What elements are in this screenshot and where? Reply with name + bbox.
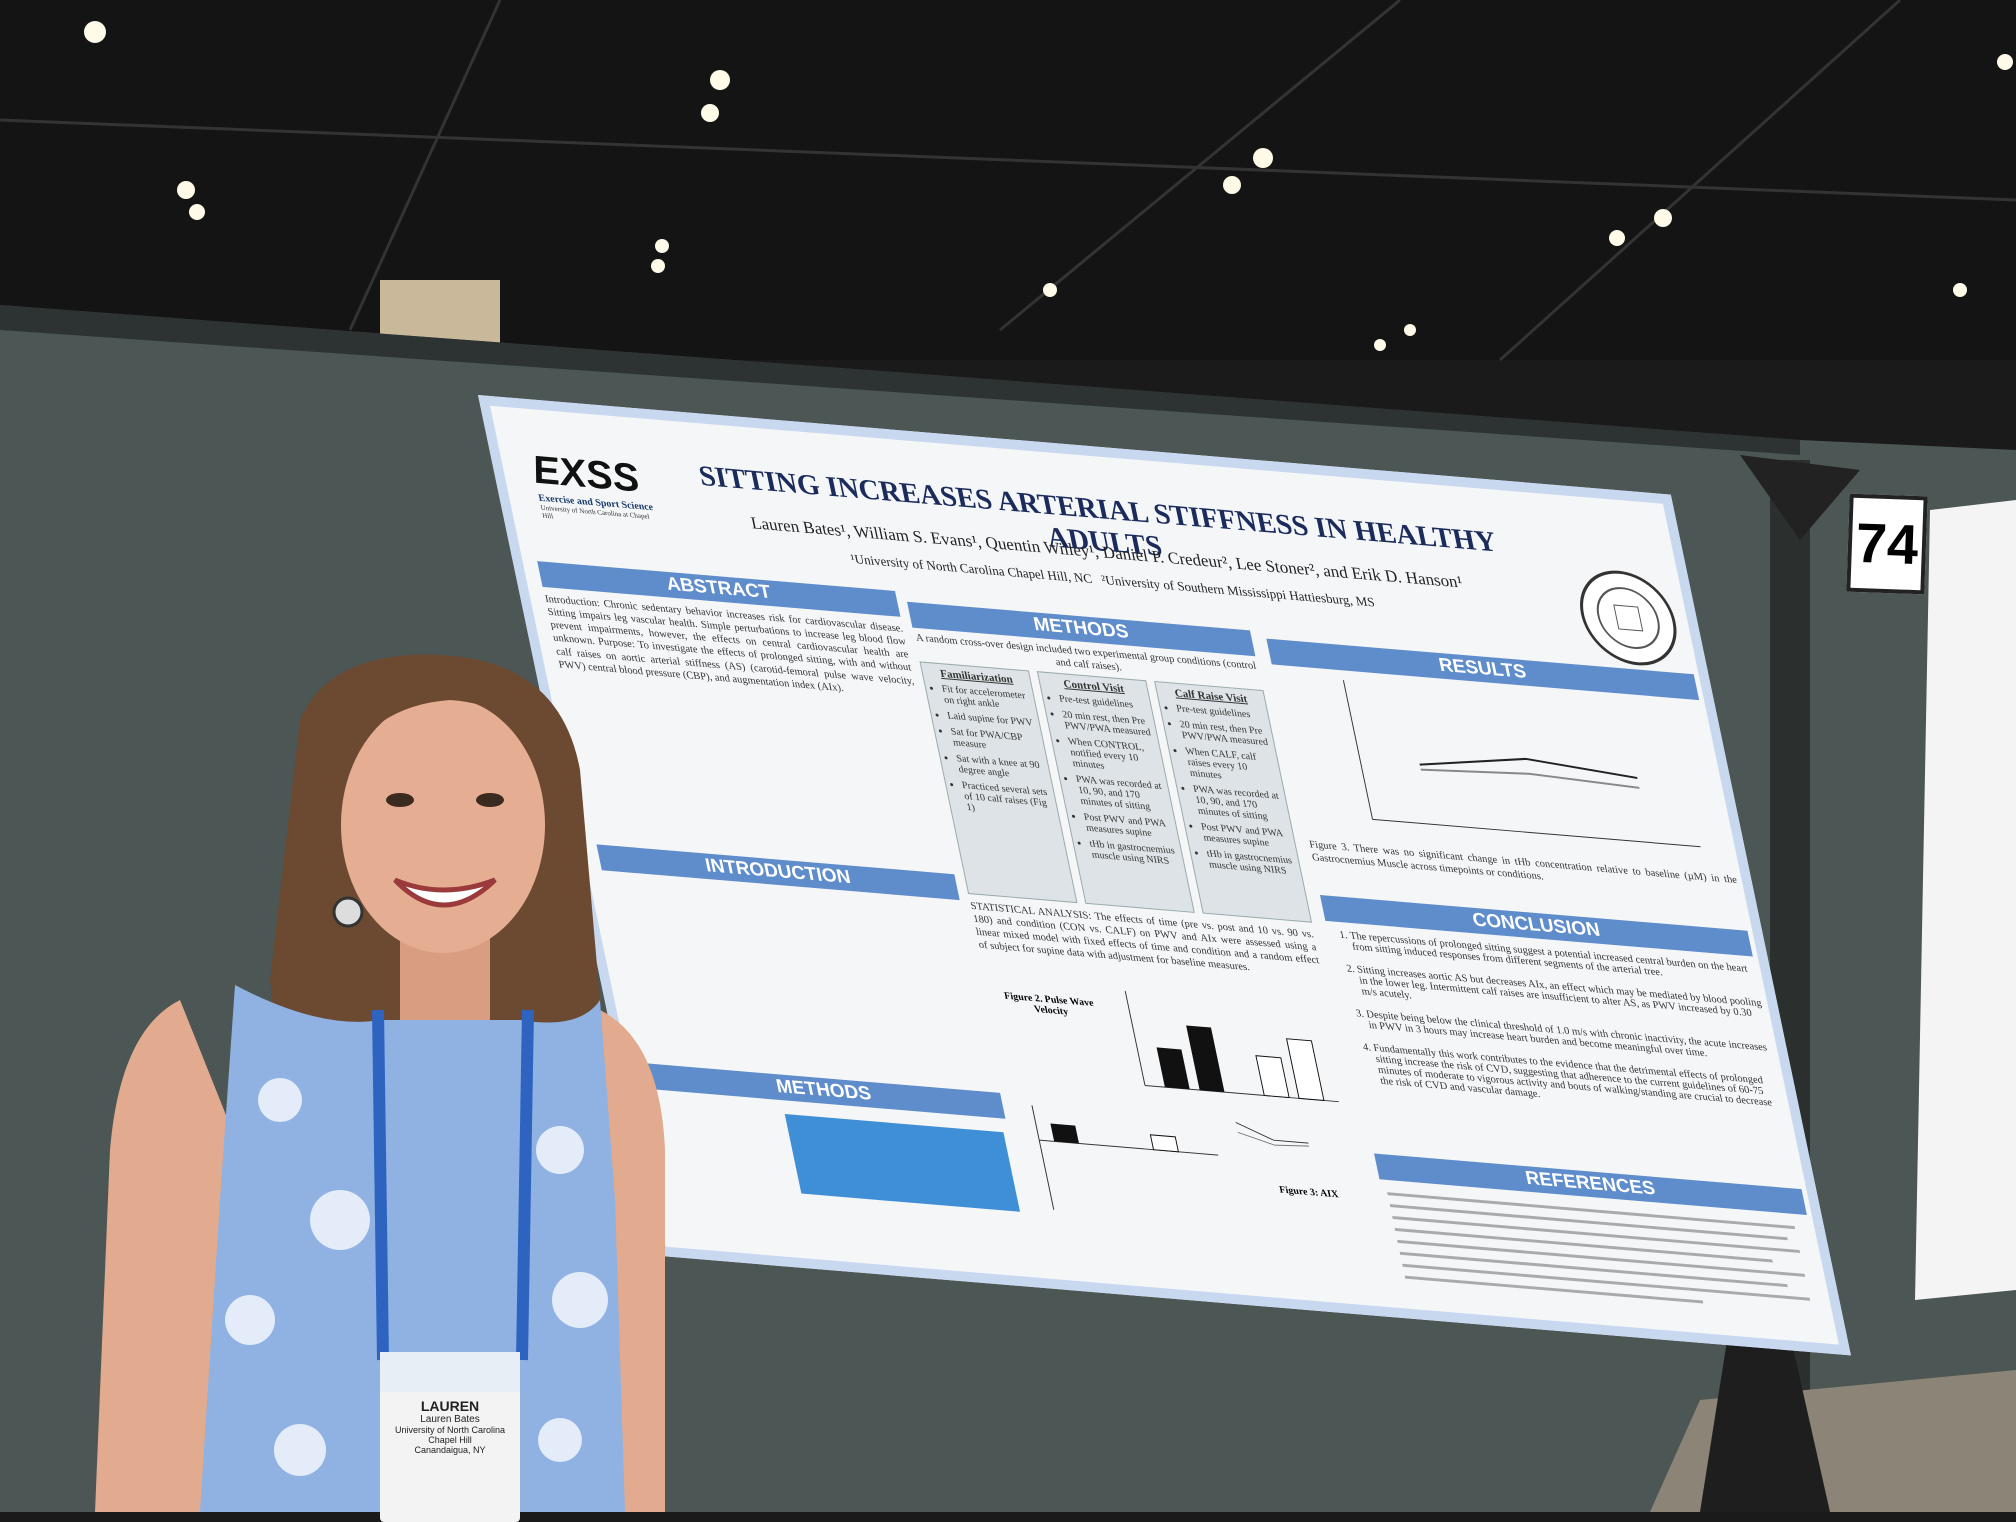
lanyard [372, 1009, 389, 1361]
neighbor-poster [1915, 500, 2016, 1300]
badge-full-name: Lauren Bates [420, 1414, 480, 1425]
left-arm [95, 1000, 240, 1512]
aix-line-chart [1235, 1121, 1310, 1147]
university-seal [1580, 570, 1677, 666]
hairline [345, 690, 550, 760]
badge-logos [380, 1352, 520, 1392]
ceiling [0, 0, 2016, 360]
reference-lines [1387, 1192, 1811, 1304]
earring [332, 896, 364, 928]
results-section: RESULTS Figure 3. There was no significa… [1266, 638, 1741, 901]
ceiling-beams [0, 0, 2016, 362]
ceiling-lights [84, 21, 2013, 351]
dress-pattern [225, 1078, 608, 1476]
board-frame [0, 305, 1800, 455]
eye [476, 793, 504, 807]
board-bracket [1740, 455, 1860, 540]
smile [393, 877, 497, 908]
badge-first-name: LAUREN [420, 1398, 480, 1414]
lanyard [516, 1009, 534, 1361]
eye [386, 793, 414, 807]
thb-chart [1342, 680, 1701, 848]
face [341, 697, 545, 953]
badge-affiliation: University of North Carolina Chapel Hill [394, 1425, 506, 1445]
aix-chart [1031, 1105, 1219, 1210]
poster: EXSS Exercise and Sport Science Universi… [478, 395, 1851, 1356]
name-badge: LAUREN Lauren Bates University of North … [380, 1352, 520, 1522]
badge-hometown: Canandaigua, NY [414, 1445, 486, 1455]
pwv-chart [1124, 991, 1339, 1103]
